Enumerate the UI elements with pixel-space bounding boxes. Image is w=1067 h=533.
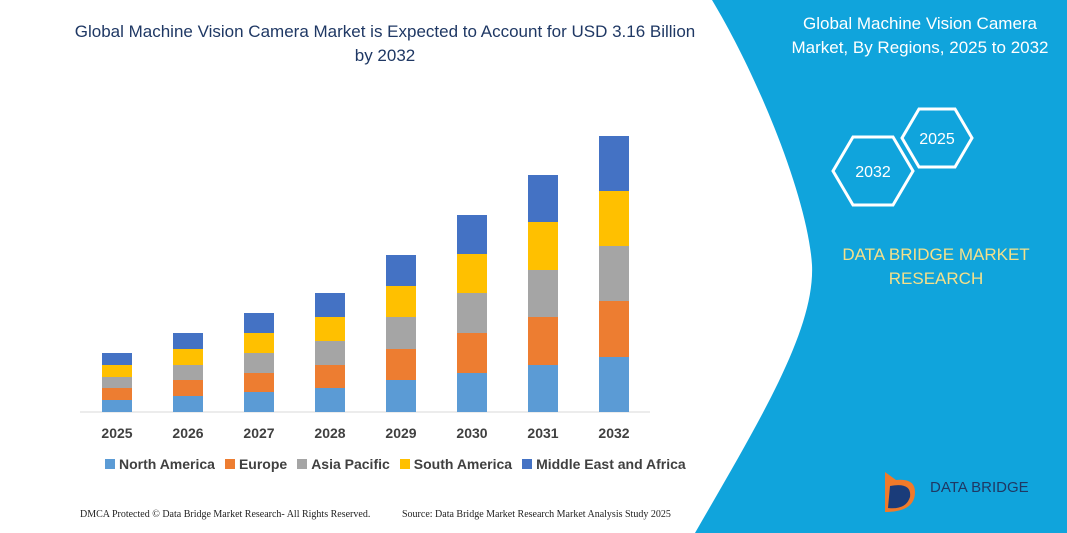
- bar-segment: [244, 333, 274, 353]
- legend-item: South America: [399, 456, 513, 472]
- bar-segment: [315, 388, 345, 412]
- bar-segment: [244, 353, 274, 373]
- bar-segment: [457, 254, 487, 293]
- logo-icon: [888, 485, 911, 509]
- legend-label: Middle East and Africa: [536, 456, 686, 472]
- x-tick-label: 2028: [314, 425, 345, 441]
- bar-segment: [102, 377, 132, 388]
- bar-segment: [528, 365, 558, 412]
- bar-segment: [173, 380, 203, 396]
- legend-label: North America: [119, 456, 215, 472]
- legend-swatch: [224, 459, 235, 469]
- logo-text: DATA BRIDGE: [930, 479, 1029, 496]
- legend-label: Asia Pacific: [311, 456, 390, 472]
- bar-segment: [386, 349, 416, 380]
- hex-label: 2025: [919, 131, 955, 148]
- hex-label: 2032: [855, 164, 891, 181]
- bar-segment: [457, 373, 487, 412]
- footer-right: Source: Data Bridge Market Research Mark…: [402, 509, 671, 520]
- bar-segment: [102, 353, 132, 365]
- legend-label: Europe: [238, 456, 288, 472]
- bar-segment: [528, 175, 558, 222]
- bar-segment: [386, 286, 416, 317]
- legend-item: North America: [105, 456, 215, 472]
- legend-swatch: [105, 459, 115, 469]
- panel-title: Global Machine Vision Camera Market, By …: [791, 14, 1049, 57]
- bar-segment: [599, 301, 629, 357]
- bar-segment: [528, 317, 558, 365]
- chart-title: Global Machine Vision Camera Market is E…: [74, 22, 696, 65]
- bar-segment: [457, 215, 487, 254]
- bar-segment: [102, 365, 132, 377]
- bar-segment: [173, 396, 203, 412]
- legend-item: Asia Pacific: [297, 456, 390, 472]
- bar-segment: [528, 222, 558, 270]
- footer-left: DMCA Protected © Data Bridge Market Rese…: [80, 509, 371, 520]
- x-tick-label: 2026: [172, 425, 203, 441]
- bar-segment: [457, 293, 487, 333]
- x-tick-label: 2031: [527, 425, 558, 441]
- bar-segment: [315, 365, 345, 388]
- bar-segment: [386, 255, 416, 286]
- x-tick-label: 2027: [243, 425, 274, 441]
- brand: DATA BRIDGE MARKET RESEARCH: [842, 245, 1030, 288]
- bar-segment: [386, 380, 416, 412]
- bar-segment: [173, 349, 203, 365]
- bar-segment: [599, 357, 629, 412]
- x-tick-label: 2030: [456, 425, 487, 441]
- bar-segment: [599, 191, 629, 246]
- legend-swatch: [399, 459, 410, 469]
- bar-segment: [102, 388, 132, 400]
- hexagon: [831, 135, 915, 207]
- x-tick-label: 2025: [101, 425, 132, 441]
- x-tick-label: 2032: [598, 425, 629, 441]
- legend-swatch: [522, 459, 533, 469]
- x-tick-label: 2029: [385, 425, 416, 441]
- side-panel: [695, 0, 1067, 533]
- bar-segment: [102, 400, 132, 412]
- legend-item: Europe: [224, 456, 288, 472]
- bar-segment: [599, 136, 629, 191]
- bar-segment: [528, 270, 558, 317]
- bar-segment: [244, 313, 274, 333]
- legend: North America Europe Asia Pacific South Ame…: [105, 456, 686, 472]
- bar-segment: [315, 293, 345, 317]
- legend-item: Middle East and Africa: [522, 456, 686, 472]
- legend-swatch: [297, 459, 308, 469]
- bar-segment: [599, 246, 629, 301]
- hexagon: [900, 107, 974, 169]
- bar-segment: [244, 373, 274, 392]
- bar-segment: [457, 333, 487, 373]
- legend-label: South America: [413, 456, 513, 472]
- bar-segment: [315, 317, 345, 341]
- bar-segment: [315, 341, 345, 365]
- bar-segment: [386, 317, 416, 349]
- bar-segment: [173, 333, 203, 349]
- bar-segment: [173, 365, 203, 380]
- bar-segment: [244, 392, 274, 412]
